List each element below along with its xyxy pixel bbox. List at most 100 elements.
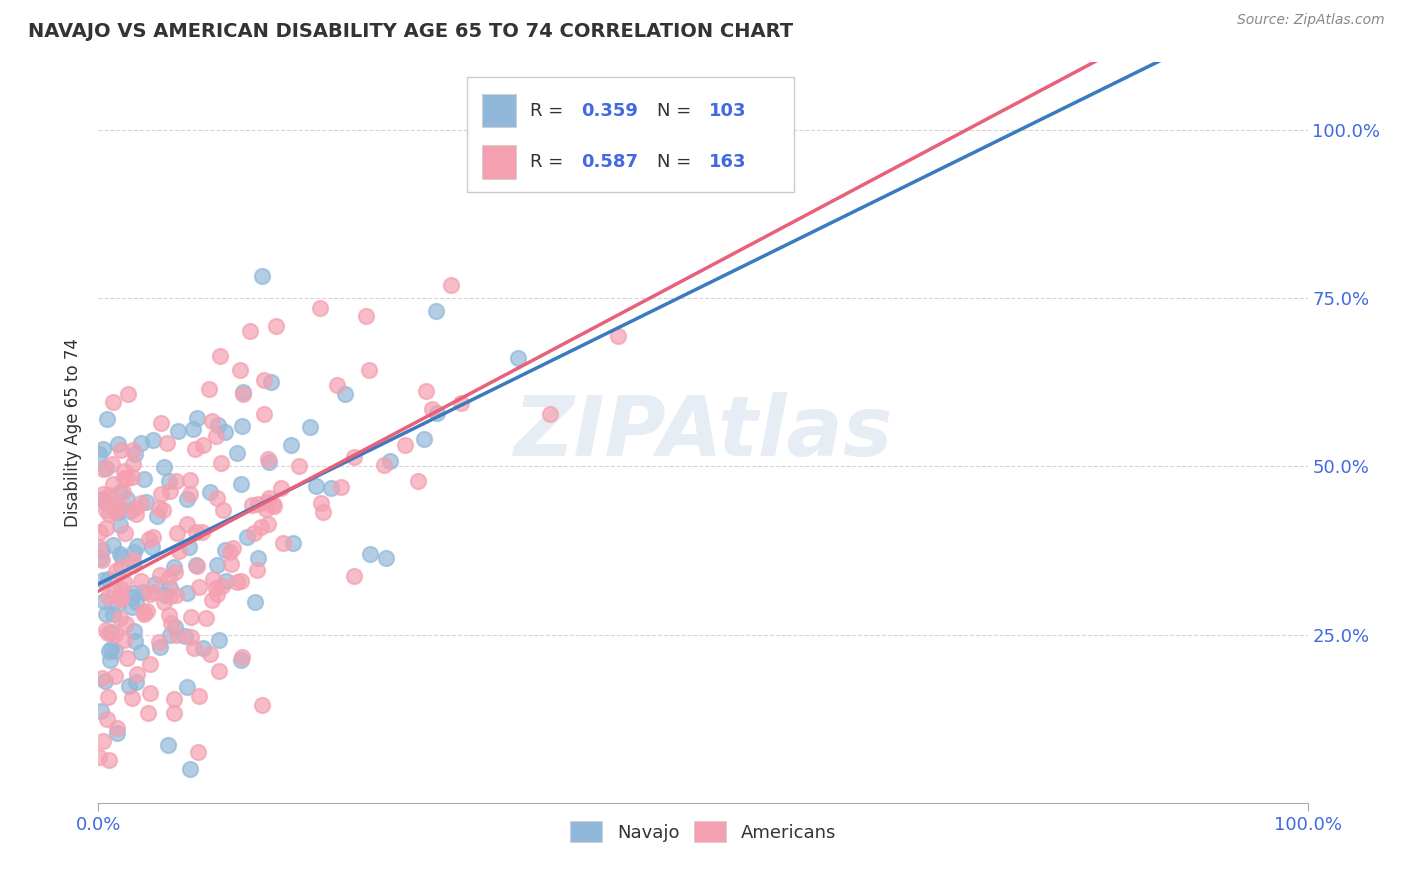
Americans [229, 574, 252, 588]
Americans [159, 589, 181, 603]
Americans [136, 706, 159, 720]
Americans [94, 521, 117, 535]
Americans [138, 686, 160, 700]
Americans [103, 477, 125, 491]
Americans [183, 641, 205, 656]
Americans [110, 560, 132, 574]
Americans [97, 626, 120, 640]
Americans [309, 496, 332, 510]
Americans [165, 588, 187, 602]
Navajo [107, 437, 129, 451]
Navajo [319, 481, 342, 495]
Navajo [96, 411, 118, 425]
Americans [180, 610, 202, 624]
Text: 0.359: 0.359 [581, 102, 638, 120]
Americans [153, 595, 176, 609]
Americans [254, 501, 277, 516]
Americans [159, 483, 181, 498]
Navajo [104, 499, 127, 513]
Americans [157, 608, 180, 623]
Navajo [298, 419, 321, 434]
Navajo [159, 474, 181, 488]
Navajo [229, 653, 252, 667]
Americans [225, 574, 247, 589]
Navajo [260, 376, 283, 390]
Americans [262, 497, 284, 511]
Navajo [247, 550, 270, 565]
Y-axis label: Disability Age 65 to 74: Disability Age 65 to 74 [65, 338, 83, 527]
Americans [243, 526, 266, 541]
Americans [187, 689, 209, 703]
Americans [205, 428, 228, 442]
Americans [256, 495, 278, 509]
Americans [101, 457, 124, 471]
Americans [96, 496, 118, 510]
Americans [91, 487, 114, 501]
Navajo [120, 504, 142, 518]
Americans [98, 507, 121, 521]
Americans [98, 488, 121, 502]
Text: R =: R = [530, 153, 569, 171]
Navajo [231, 418, 253, 433]
Americans [142, 584, 165, 599]
Navajo [176, 586, 198, 600]
Americans [253, 373, 276, 387]
Navajo [153, 460, 176, 475]
Navajo [214, 543, 236, 558]
Americans [312, 505, 335, 519]
Americans [112, 575, 135, 590]
Americans [134, 605, 156, 619]
Navajo [506, 351, 529, 365]
Navajo [122, 624, 145, 638]
Americans [607, 329, 630, 343]
Navajo [163, 620, 186, 634]
Navajo [142, 434, 165, 448]
Americans [288, 458, 311, 473]
Americans [179, 473, 201, 487]
Americans [240, 499, 263, 513]
Navajo [100, 641, 122, 656]
Americans [195, 611, 218, 625]
Americans [165, 474, 187, 488]
Americans [124, 501, 146, 516]
Americans [136, 604, 159, 618]
Americans [127, 666, 149, 681]
Navajo [375, 550, 398, 565]
Navajo [124, 545, 146, 559]
Americans [229, 363, 252, 377]
Navajo [205, 558, 228, 572]
Navajo [121, 599, 143, 614]
Navajo [101, 537, 124, 551]
Americans [253, 407, 276, 421]
Americans [179, 487, 201, 501]
Americans [166, 628, 188, 642]
Navajo [143, 577, 166, 591]
Navajo [135, 495, 157, 509]
Navajo [124, 634, 146, 648]
Americans [209, 456, 232, 470]
Americans [157, 571, 180, 585]
Americans [205, 587, 228, 601]
Americans [152, 502, 174, 516]
Navajo [167, 424, 190, 438]
Americans [103, 585, 125, 599]
Americans [96, 713, 118, 727]
Americans [159, 615, 181, 630]
Navajo [378, 454, 401, 468]
Text: NAVAJO VS AMERICAN DISABILITY AGE 65 TO 74 CORRELATION CHART: NAVAJO VS AMERICAN DISABILITY AGE 65 TO … [28, 22, 793, 41]
Americans [246, 563, 269, 577]
Americans [103, 669, 125, 683]
Americans [219, 557, 242, 571]
Navajo [281, 536, 304, 550]
Navajo [93, 593, 115, 607]
Navajo [176, 492, 198, 507]
Americans [96, 624, 118, 638]
Americans [308, 301, 330, 316]
Navajo [280, 438, 302, 452]
Navajo [229, 477, 252, 491]
Americans [252, 698, 274, 713]
Navajo [132, 472, 155, 486]
Navajo [141, 540, 163, 554]
Americans [359, 362, 381, 376]
Americans [200, 414, 222, 428]
